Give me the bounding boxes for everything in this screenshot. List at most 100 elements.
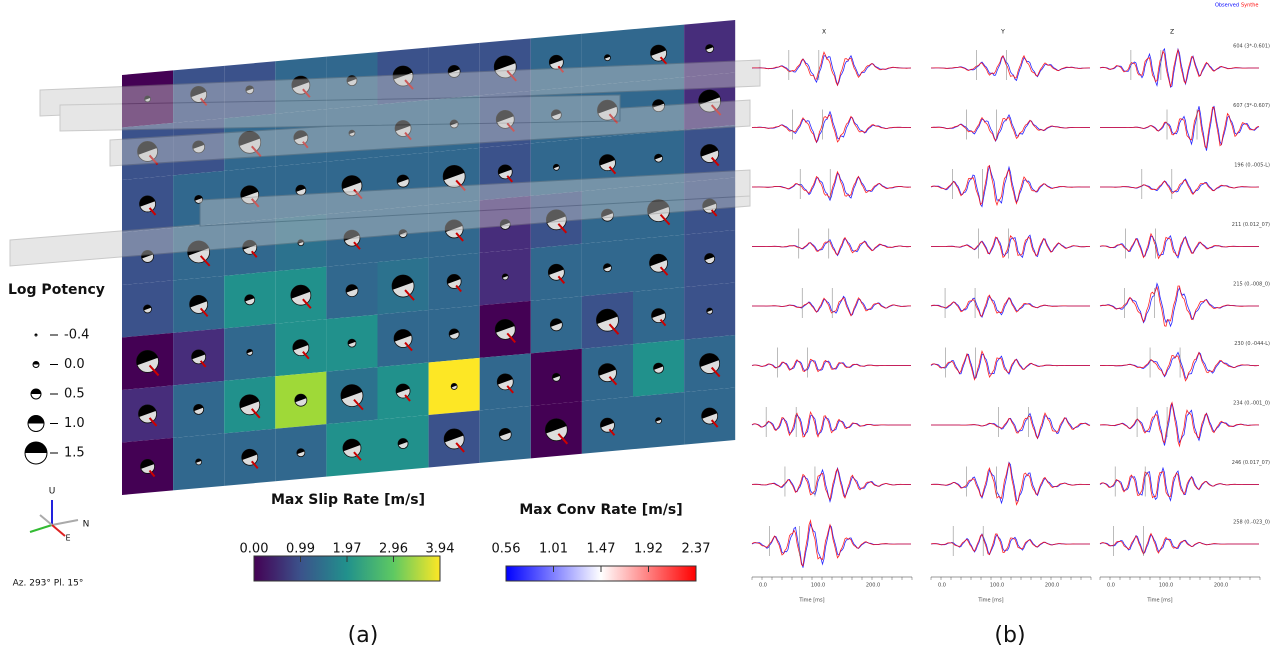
beachball-half [550,318,562,327]
slip-arrow [608,166,617,175]
axis-label: Time [ms] [798,598,824,604]
beachball-half [653,363,664,370]
waveforms: X 0.0 100.0 200.0 Time [ms] Y 0.0 100.0 200.0 Tim… [751,29,1270,604]
observed-trace [931,412,1091,440]
compass-caption: Az. 293° Pl. 15° [13,579,84,589]
beachball-half [705,44,714,50]
column-header: X [822,29,826,36]
beachball-half [496,110,514,123]
synthetic-trace [1099,232,1259,260]
beachball-half [395,120,411,132]
beachball-half [397,175,409,184]
slip-arrow [608,376,618,386]
station-label: 230 (0.-044-L) [1234,341,1270,347]
compass [29,500,79,537]
legend-label: 0.0 [64,357,85,372]
column-header: Y [1000,29,1005,36]
beachball-half [598,363,616,376]
axis-tick-label: 100.0 [1159,583,1173,589]
beachball-half [399,229,407,235]
beachball-half [398,438,408,446]
legend-label: 1.0 [64,416,85,431]
beachball-half [291,76,310,89]
colorbar-tick-label: 0.99 [286,542,315,557]
station-label: 211 (0.012_07) [1232,222,1270,228]
potency-legend: -0.4 0.0 0.5 1.0 1.5 [24,328,89,465]
beachball-half [242,240,257,250]
compass-east: E [65,534,70,543]
slip-arrow [455,232,464,242]
slip-arrow [710,366,721,378]
beachball-half [599,154,615,166]
beachball-half [444,428,464,443]
beachball-half [393,66,413,80]
synthetic-trace [1100,351,1259,382]
slip-arrow [608,113,619,124]
beachball-half [546,209,566,224]
beachball-half [650,45,667,56]
beachball-half [191,349,206,360]
beachball-half [701,408,718,419]
synthetic-trace [930,462,1090,506]
beachball-half [297,239,304,244]
synthetic-trace [751,114,912,144]
beachball-half [341,384,363,400]
tunnel [39,59,761,117]
legend-label: 1.5 [64,446,85,461]
slip-arrow [250,198,260,208]
station-label: 607 (3*-0.607) [1233,103,1270,109]
beachball-half [699,353,720,367]
slip-arrow [250,250,258,258]
beachball-half [189,295,208,308]
beachball-half [136,350,158,366]
slip-arrow [302,88,311,98]
beachball-half [445,219,463,233]
slip-arrow [710,419,719,428]
legend-label: -0.4 [64,328,89,343]
synthetic-trace [930,533,1090,556]
beachball-half [450,119,458,126]
axis-tick-label: 100.0 [990,583,1004,589]
slip-arrow [148,207,157,216]
legend-ball-half [31,389,41,394]
slip-arrow [148,364,160,377]
legend-observed: Observed [1215,3,1239,9]
slip-arrow [608,323,620,335]
slip-arrow [404,341,413,352]
axis-tick-label: 200.0 [1214,583,1228,589]
beachball-half [396,384,410,394]
station-label: 196 (0.-005-L) [1234,163,1270,169]
beachball-half [649,254,668,267]
station-label: 215 (0.-008_0) [1233,282,1270,288]
beachball-half [346,75,357,83]
beachball-half [392,275,414,290]
slip-arrow [455,284,462,293]
axis-tick-label: 0.0 [1107,583,1115,589]
axis-tick-label: 200.0 [866,583,880,589]
synthetic-trace [1099,285,1259,327]
synthetic-trace [1099,401,1260,448]
slip-arrow [353,451,362,461]
beachball-half [654,154,663,160]
beachball-half [702,199,717,209]
beachball-half [655,417,662,422]
beachball-half [341,175,362,190]
beachball-half [447,274,461,284]
slip-ticks: 0.00 0.99 1.97 2.96 3.94 [240,542,454,562]
slip-arrow [250,460,259,469]
beachball-half [698,90,720,105]
synthetic-trace [752,236,912,256]
beachball-half [342,439,361,452]
slip-arrow [608,428,616,436]
beachball-half [292,339,309,351]
synthetic-trace [751,410,911,438]
colorbar-title: Max Conv Rate [m/s] [519,502,682,518]
beachball-half [348,130,355,135]
slip-arrow [455,442,465,453]
slip-arrow [557,275,566,284]
beachball-half [700,144,719,157]
beachball-half [500,219,510,227]
tunnel [199,169,751,227]
colorbar-tick-label: 1.01 [539,542,568,557]
